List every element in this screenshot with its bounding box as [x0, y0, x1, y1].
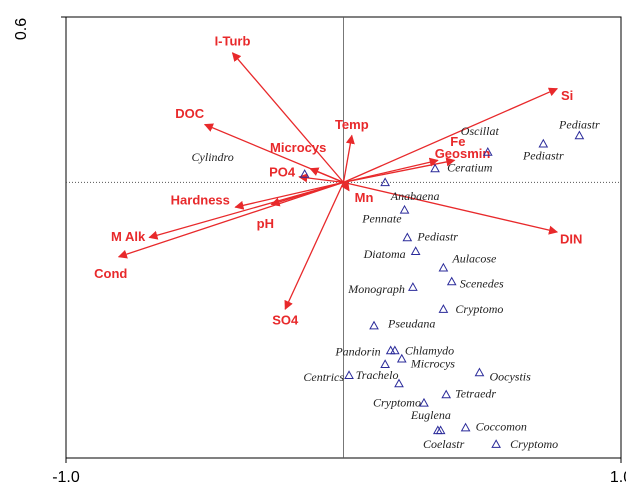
species-point	[438, 262, 449, 272]
species-label: Coelastr	[423, 437, 465, 451]
species-label: Centrics	[303, 370, 344, 384]
species-point	[385, 345, 396, 355]
species-label: Scenedes	[460, 276, 504, 290]
species-point	[446, 276, 457, 286]
arrow-label: Temp	[335, 117, 369, 132]
x-tick-label: -1.0	[52, 469, 80, 486]
arrow	[343, 181, 559, 235]
y-tick-label: 0.6	[13, 18, 30, 40]
species-label: Oscillat	[461, 124, 500, 138]
species-point	[482, 147, 493, 156]
species-point	[435, 425, 446, 435]
arrow-label: Fe	[450, 134, 465, 149]
species-point	[369, 320, 379, 330]
species-label: Anabaena	[390, 189, 440, 203]
arrow	[234, 181, 344, 210]
species-label: Pediastr	[522, 149, 564, 163]
species-point	[299, 169, 310, 178]
species-label: Cryptomo	[373, 396, 421, 410]
arrow	[343, 157, 456, 184]
arrow-label: Microcys	[270, 140, 326, 155]
species-point	[344, 370, 354, 380]
species-point	[389, 345, 400, 355]
arrow-label: pH	[257, 216, 274, 231]
arrow-label: DOC	[175, 106, 205, 121]
species-label: Pseudana	[387, 316, 435, 330]
species-label: Cryptomo	[455, 302, 503, 316]
species-label: Euglena	[410, 408, 451, 422]
species-label: Cryptomo	[510, 437, 558, 451]
species-point	[410, 246, 421, 255]
species-point	[430, 163, 440, 173]
species-point	[538, 138, 549, 148]
arrow-label: Si	[561, 88, 573, 103]
species-label: Monograph	[347, 282, 405, 296]
species-label: Microcys	[410, 357, 456, 371]
species-point	[438, 304, 449, 313]
species-point	[408, 282, 418, 291]
arrow	[284, 182, 345, 310]
arrow-label: Cond	[94, 266, 127, 281]
species-point	[433, 425, 443, 435]
arrow	[117, 181, 344, 259]
species-label: Cylindro	[192, 150, 234, 164]
species-point	[474, 367, 485, 377]
arrow-label: Mn	[355, 190, 374, 205]
species-label: Coccomon	[476, 419, 527, 433]
species-point	[419, 397, 429, 407]
species-label: Pandorin	[334, 344, 380, 358]
species-point	[380, 359, 390, 368]
arrow-label: Geosmin	[435, 146, 491, 161]
arrow-label: SO4	[272, 313, 299, 328]
species-label: Aulacose	[451, 252, 497, 266]
species-label: Oocystis	[489, 369, 531, 383]
arrow	[148, 181, 344, 240]
arrow-label: M Alk	[111, 229, 146, 244]
x-tick-label: 1.0	[610, 469, 626, 486]
arrow	[231, 52, 344, 183]
arrow	[343, 87, 559, 183]
arrow-label: PO4	[269, 164, 296, 179]
species-point	[396, 353, 407, 363]
arrow	[342, 134, 355, 183]
species-label: Diatoma	[363, 247, 406, 261]
species-point	[399, 204, 410, 214]
arrow-label: I-Turb	[215, 33, 251, 48]
species-label: Pediastr	[416, 229, 458, 243]
species-point	[460, 422, 471, 432]
species-label: Ceratium	[447, 160, 493, 174]
arrow-label: Hardness	[171, 193, 230, 208]
species-label: Tetraedr	[455, 386, 496, 400]
species-point	[441, 389, 452, 399]
species-point	[402, 232, 413, 242]
species-point	[574, 130, 585, 140]
species-point	[394, 378, 404, 388]
arrow-label: DIN	[560, 231, 582, 246]
species-label: Chlamydo	[405, 343, 454, 357]
species-label: Trachelo	[356, 368, 399, 382]
species-label: Pennate	[361, 212, 402, 226]
species-point	[380, 177, 390, 187]
species-point	[491, 439, 501, 448]
species-label: Pediastr	[558, 117, 600, 131]
arrow	[340, 181, 350, 192]
arrow	[309, 167, 344, 183]
